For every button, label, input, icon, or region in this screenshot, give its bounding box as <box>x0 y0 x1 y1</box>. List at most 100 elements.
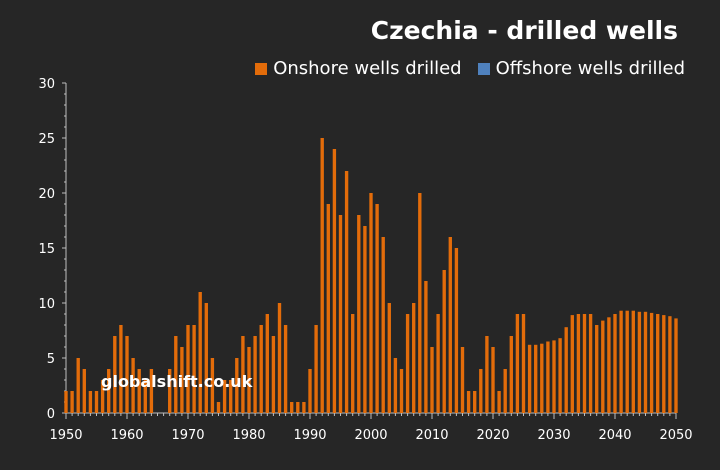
bar-onshore <box>131 358 135 413</box>
bar-onshore <box>381 237 385 413</box>
bar-onshore <box>454 248 459 413</box>
x-tick-label: 1970 <box>171 428 204 443</box>
bar-onshore <box>314 325 318 413</box>
bar-onshore <box>125 336 129 413</box>
y-tick-label: 10 <box>38 297 55 312</box>
bar-onshore <box>588 314 593 413</box>
y-tick-label: 0 <box>47 407 55 422</box>
bar-onshore <box>82 369 86 413</box>
bar-onshore <box>137 369 141 413</box>
bar-onshore <box>576 314 581 413</box>
bar-onshore <box>540 343 544 413</box>
bar-onshore <box>582 314 587 413</box>
bar-onshore <box>326 204 330 413</box>
bar-onshore <box>552 340 556 413</box>
bar-onshore <box>338 215 343 413</box>
bar-onshore <box>308 369 312 413</box>
bar-onshore <box>186 325 190 413</box>
bar-onshore <box>88 391 93 413</box>
bar-onshore <box>430 347 434 413</box>
bar-onshore <box>613 314 617 413</box>
bar-onshore <box>558 338 562 413</box>
bar-onshore <box>369 193 373 413</box>
bar-onshore <box>271 336 276 413</box>
bar-onshore <box>564 327 568 413</box>
y-tick-label: 15 <box>38 242 55 257</box>
bar-onshore <box>277 303 282 413</box>
bar-onshore <box>546 341 550 413</box>
x-tick-label: 1980 <box>232 428 265 443</box>
bar-onshore <box>70 391 74 413</box>
x-tick-label: 2020 <box>476 428 509 443</box>
bar-onshore <box>247 347 251 413</box>
y-tick-label: 5 <box>47 352 55 367</box>
bar-onshore <box>174 336 178 413</box>
bar-onshore <box>387 303 391 413</box>
bar-onshore <box>595 325 599 413</box>
bar-onshore <box>527 344 532 413</box>
bar-onshore <box>460 347 465 413</box>
bar-onshore <box>107 369 111 413</box>
bar-onshore <box>656 314 660 413</box>
legend-label-onshore: Onshore wells drilled <box>273 58 462 79</box>
bar-onshore <box>296 402 300 413</box>
bar-onshore <box>351 314 355 413</box>
x-tick-label: 2050 <box>659 428 692 443</box>
bar-onshore <box>235 358 239 413</box>
bar-onshore <box>332 149 337 413</box>
bar-onshore <box>119 325 123 413</box>
legend-swatch-onshore <box>255 62 268 75</box>
bar-onshore <box>76 358 80 413</box>
bar-onshore <box>601 320 605 413</box>
bar-onshore <box>515 314 520 413</box>
bar-onshore <box>521 314 526 413</box>
legend: Onshore wells drilled Offshore wells dri… <box>255 58 685 79</box>
bar-onshore <box>265 314 269 413</box>
bar-onshore <box>216 402 221 413</box>
y-tick-label: 25 <box>38 132 55 147</box>
bar-onshore <box>473 391 477 413</box>
bar-onshore <box>302 402 306 413</box>
bar-onshore <box>357 215 361 413</box>
bar-onshore <box>94 391 99 413</box>
bar-onshore <box>668 316 672 413</box>
chart-title: Czechia - drilled wells <box>370 16 678 45</box>
bar-onshore <box>100 380 105 413</box>
bar-onshore <box>375 204 379 413</box>
bar-onshore <box>497 391 501 413</box>
bar-onshore <box>393 358 398 413</box>
legend-item-onshore: Onshore wells drilled <box>255 58 462 79</box>
bar-onshore <box>344 171 349 413</box>
bar-onshore <box>643 311 648 413</box>
bar-onshore <box>534 344 538 413</box>
bar-onshore <box>192 325 196 413</box>
bar-onshore <box>631 310 635 413</box>
bar-onshore <box>399 369 404 413</box>
x-tick-label: 2040 <box>598 428 631 443</box>
bar-onshore <box>149 369 154 413</box>
bar-onshore <box>259 325 263 413</box>
bar-onshore <box>180 347 184 413</box>
x-tick-label: 1960 <box>110 428 143 443</box>
legend-item-offshore: Offshore wells drilled <box>477 58 685 79</box>
bar-onshore <box>229 380 233 413</box>
bar-onshore <box>662 315 666 413</box>
bar-onshore <box>485 336 489 413</box>
watermark: globalshift.co.uk <box>101 372 253 391</box>
bar-onshore <box>320 138 324 413</box>
bar-onshore <box>290 402 294 413</box>
bar-onshore <box>649 312 654 413</box>
x-tick-label: 1990 <box>293 428 326 443</box>
bar-onshore <box>363 226 367 413</box>
legend-label-offshore: Offshore wells drilled <box>495 58 685 79</box>
bar-onshore <box>143 380 147 413</box>
bar-onshore <box>198 292 202 413</box>
bar-onshore <box>405 314 410 413</box>
x-tick-label: 2030 <box>537 428 570 443</box>
bar-onshore <box>637 311 642 413</box>
bar-onshore <box>253 336 257 413</box>
bar-onshore <box>424 281 428 413</box>
y-tick-label: 30 <box>38 77 55 92</box>
bar-onshore <box>509 336 513 413</box>
